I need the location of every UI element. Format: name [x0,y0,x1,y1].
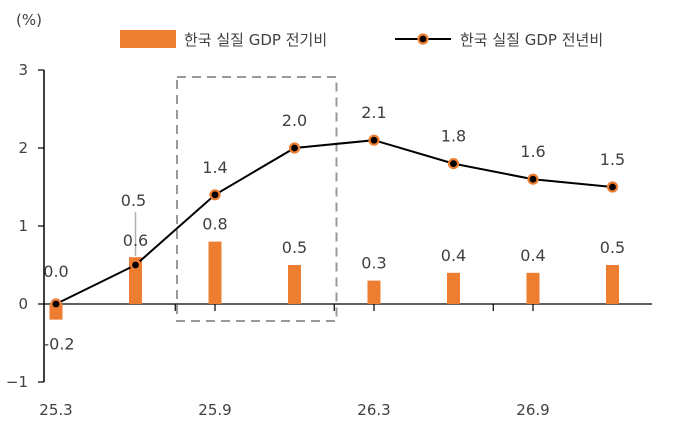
line-point-25.12 [288,142,301,154]
line-point-25.9 [209,189,221,201]
y-unit-label: (%) [16,11,42,29]
legend-line-label: 한국 실질 GDP 전년비 [460,31,603,49]
bar-label-25.12: 0.5 [282,238,307,257]
bar-26.6 [447,272,460,304]
line-series [50,134,619,310]
line-label-25.3: 0.0 [43,262,68,281]
bar-label-25.3: -0.2 [43,335,74,354]
y-tick-label: 3 [18,61,28,79]
y-tick-label: 0 [18,295,28,313]
legend-line-marker [417,33,429,45]
bar-26.3 [367,280,381,304]
line-label-26.3: 2.1 [361,103,386,122]
line-point-25.6 [129,259,142,271]
x-tick-label: 26.3 [357,401,390,419]
legend-bar-label: 한국 실질 GDP 전기비 [184,31,327,49]
line-point-26.12 [606,181,619,193]
bar-label-26.9: 0.4 [520,246,545,265]
line-point-26.3 [368,134,380,146]
line-label-26.6: 1.8 [441,127,466,146]
bar-label-25.6: 0.6 [123,231,148,250]
bar-label-26.6: 0.4 [441,246,466,265]
line-label-25.12: 2.0 [282,111,307,130]
y-tick-label: 1 [18,217,28,235]
line-path [55,139,613,305]
line-point-26.6 [447,158,460,170]
x-tick-label: 26.9 [516,401,549,419]
line-label-25.9: 1.4 [202,158,227,177]
x-tick-label: 25.3 [39,401,72,419]
line-label-26.12: 1.5 [600,150,625,169]
line-point-26.9 [527,173,539,185]
highlight-box [176,76,338,322]
y-tick-label: 2 [18,139,28,157]
line-point-25.3 [50,298,62,310]
bar-label-26.12: 0.5 [600,238,625,257]
legend-bar-swatch [120,30,176,48]
x-tick-label: 25.9 [198,401,231,419]
bar-25.9 [208,241,222,304]
y-tick-label: −1 [6,373,28,391]
bar-label-26.3: 0.3 [361,254,386,273]
bar-26.12 [606,265,619,304]
x-axis: 25.3 25.9 26.3 26.9 [39,303,652,419]
bar-25.12 [288,265,301,304]
bar-26.9 [526,272,540,304]
y-axis: −1 0 1 2 3 [6,61,45,391]
legend: 한국 실질 GDP 전기비 한국 실질 GDP 전년비 [120,30,603,49]
bar-label-25.9: 0.8 [202,215,227,234]
line-label-25.6: 0.5 [121,191,146,210]
data-labels: 0.0 0.5 1.4 2.0 2.1 1.8 1.6 1.5 -0.2 0.6 0.8 0.5 0.3… [43,103,625,353]
highlight-rect [176,76,338,322]
line-label-26.9: 1.6 [520,142,545,161]
